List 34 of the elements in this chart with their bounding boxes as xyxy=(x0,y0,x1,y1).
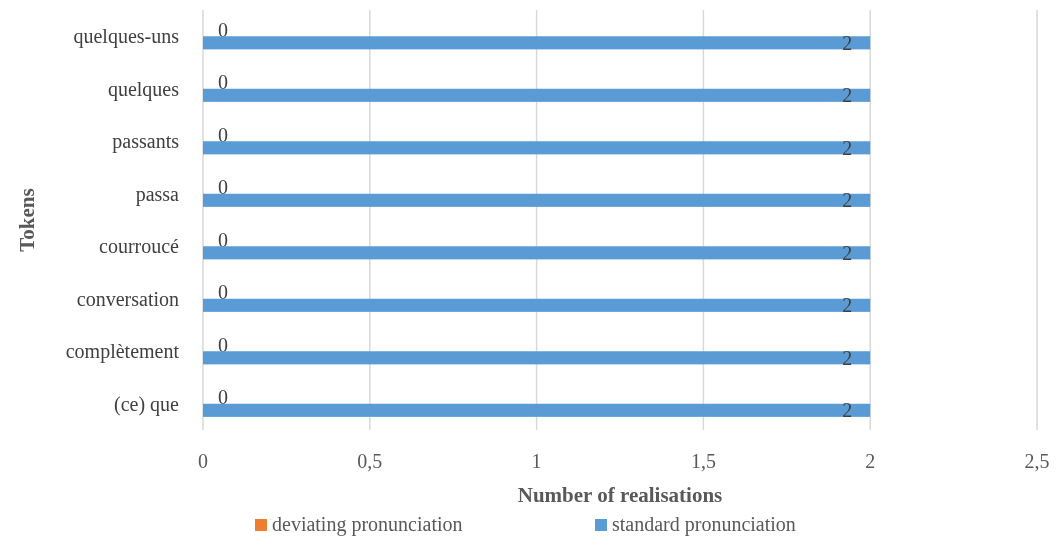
data-label: 0 xyxy=(218,123,228,146)
y-tick-label: conversation xyxy=(76,287,179,310)
data-label: 0 xyxy=(218,71,228,94)
legend-label: standard pronunciation xyxy=(612,513,796,536)
x-axis-title: Number of realisations xyxy=(517,483,723,507)
y-axis-title: Tokens xyxy=(15,188,39,252)
x-tick-label: 1 xyxy=(531,450,542,472)
x-tick-label: 2,5 xyxy=(1024,450,1050,472)
y-tick-label: quelques-uns xyxy=(73,25,180,49)
y-tick-label: courroucé xyxy=(99,235,180,258)
data-label: 2 xyxy=(842,294,853,317)
data-label: 2 xyxy=(842,399,853,422)
legend-label: deviating pronunciation xyxy=(272,513,463,536)
x-tick-label: 0,5 xyxy=(357,450,383,472)
x-tick-label: 2 xyxy=(865,450,876,472)
data-label: 2 xyxy=(842,31,853,54)
data-label: 2 xyxy=(842,189,853,212)
y-tick-label: (ce) que xyxy=(114,392,180,416)
data-label: 2 xyxy=(842,84,853,107)
data-label: 2 xyxy=(842,346,853,369)
data-label: 0 xyxy=(218,386,228,409)
data-label: 0 xyxy=(218,333,228,356)
y-tick-label: complètement xyxy=(65,340,180,364)
data-label: 0 xyxy=(218,18,228,41)
data-label: 2 xyxy=(842,136,853,159)
data-label: 2 xyxy=(842,241,853,264)
y-tick-label: quelques xyxy=(107,77,180,101)
data-label: 0 xyxy=(218,281,228,304)
x-tick-label: 0 xyxy=(198,450,208,472)
data-label: 0 xyxy=(218,176,228,199)
y-tick-label: passants xyxy=(112,130,180,154)
y-tick-label: passa xyxy=(135,182,180,206)
data-label: 0 xyxy=(218,228,228,251)
x-tick-label: 1,5 xyxy=(690,450,716,472)
